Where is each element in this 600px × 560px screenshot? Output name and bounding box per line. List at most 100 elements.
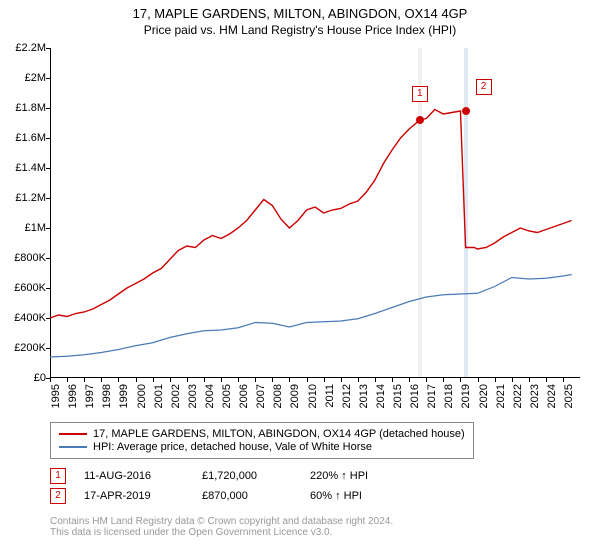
legend-swatch bbox=[59, 446, 87, 448]
x-axis-tick-label: 2005 bbox=[221, 384, 233, 408]
x-axis-tick-label: 1997 bbox=[84, 384, 96, 408]
x-axis-tick-mark bbox=[272, 378, 273, 382]
x-axis-tick-label: 2013 bbox=[358, 384, 370, 408]
x-axis-tick-mark bbox=[67, 378, 68, 382]
x-axis-tick-label: 2014 bbox=[375, 384, 387, 408]
sale-date: 11-AUG-2016 bbox=[84, 470, 184, 482]
x-axis-tick-label: 1999 bbox=[118, 384, 130, 408]
y-axis-tick-label: £600K bbox=[14, 282, 46, 294]
y-axis-tick-label: £1.8M bbox=[15, 102, 46, 114]
x-axis-tick-mark bbox=[409, 378, 410, 382]
x-axis-tick-label: 2021 bbox=[495, 384, 507, 408]
x-axis-tick-mark bbox=[563, 378, 564, 382]
x-axis-tick-label: 2016 bbox=[409, 384, 421, 408]
y-axis-tick-label: £400K bbox=[14, 312, 46, 324]
sale-pct: 60% ↑ HPI bbox=[310, 490, 390, 502]
x-axis-tick-label: 2012 bbox=[341, 384, 353, 408]
x-axis-tick-label: 1996 bbox=[67, 384, 79, 408]
x-axis-tick-label: 2002 bbox=[170, 384, 182, 408]
x-axis-tick-label: 2008 bbox=[272, 384, 284, 408]
chart-lines-svg bbox=[50, 48, 580, 378]
x-axis-tick-mark bbox=[204, 378, 205, 382]
footer-attribution: Contains HM Land Registry data © Crown c… bbox=[50, 516, 393, 538]
sale-date: 17-APR-2019 bbox=[84, 490, 184, 502]
x-axis-tick-label: 2023 bbox=[529, 384, 541, 408]
legend-label: HPI: Average price, detached house, Vale… bbox=[93, 441, 372, 453]
sale-row: 111-AUG-2016£1,720,000220% ↑ HPI bbox=[50, 468, 390, 484]
x-axis-tick-mark bbox=[392, 378, 393, 382]
x-axis-tick-mark bbox=[478, 378, 479, 382]
chart-plot-area: £0£200K£400K£600K£800K£1M£1.2M£1.4M£1.6M… bbox=[50, 48, 580, 378]
sale-pct: 220% ↑ HPI bbox=[310, 470, 390, 482]
x-axis-tick-mark bbox=[153, 378, 154, 382]
y-axis-tick-label: £1.4M bbox=[15, 162, 46, 174]
x-axis-tick-label: 2019 bbox=[460, 384, 472, 408]
x-axis-tick-mark bbox=[84, 378, 85, 382]
x-axis-tick-mark bbox=[358, 378, 359, 382]
x-axis-tick-label: 1998 bbox=[101, 384, 113, 408]
sale-marker-dot bbox=[416, 116, 424, 124]
y-axis-tick-mark bbox=[46, 48, 50, 49]
y-axis-tick-label: £2M bbox=[25, 72, 46, 84]
x-axis-tick-mark bbox=[443, 378, 444, 382]
x-axis-tick-mark bbox=[289, 378, 290, 382]
footer-line1: Contains HM Land Registry data © Crown c… bbox=[50, 516, 393, 527]
x-axis-tick-mark bbox=[341, 378, 342, 382]
legend-box: 17, MAPLE GARDENS, MILTON, ABINGDON, OX1… bbox=[50, 422, 474, 459]
title-address: 17, MAPLE GARDENS, MILTON, ABINGDON, OX1… bbox=[0, 6, 600, 21]
x-axis-tick-label: 2011 bbox=[324, 384, 336, 408]
x-axis-tick-mark bbox=[136, 378, 137, 382]
x-axis-tick-label: 2000 bbox=[136, 384, 148, 408]
x-axis-tick-mark bbox=[495, 378, 496, 382]
y-axis-tick-mark bbox=[46, 318, 50, 319]
sale-price: £1,720,000 bbox=[202, 470, 292, 482]
y-axis-tick-mark bbox=[46, 108, 50, 109]
x-axis-tick-label: 2018 bbox=[443, 384, 455, 408]
sales-table: 111-AUG-2016£1,720,000220% ↑ HPI217-APR-… bbox=[50, 468, 390, 508]
chart-container: 17, MAPLE GARDENS, MILTON, ABINGDON, OX1… bbox=[0, 0, 600, 560]
x-axis-tick-label: 2025 bbox=[563, 384, 575, 408]
x-axis-tick-mark bbox=[375, 378, 376, 382]
x-axis-tick-mark bbox=[221, 378, 222, 382]
x-axis-tick-label: 2001 bbox=[153, 384, 165, 408]
x-axis-tick-mark bbox=[307, 378, 308, 382]
y-axis-tick-mark bbox=[46, 348, 50, 349]
x-axis-tick-mark bbox=[324, 378, 325, 382]
title-block: 17, MAPLE GARDENS, MILTON, ABINGDON, OX1… bbox=[0, 0, 600, 37]
y-axis-tick-mark bbox=[46, 288, 50, 289]
legend-label: 17, MAPLE GARDENS, MILTON, ABINGDON, OX1… bbox=[93, 428, 465, 440]
y-axis-tick-label: £0 bbox=[34, 372, 46, 384]
y-axis-tick-mark bbox=[46, 258, 50, 259]
sale-marker-dot bbox=[462, 107, 470, 115]
legend-item: HPI: Average price, detached house, Vale… bbox=[59, 441, 465, 453]
x-axis-tick-label: 2007 bbox=[255, 384, 267, 408]
x-axis-tick-mark bbox=[512, 378, 513, 382]
x-axis-tick-label: 2020 bbox=[478, 384, 490, 408]
sale-row: 217-APR-2019£870,00060% ↑ HPI bbox=[50, 488, 390, 504]
legend-swatch bbox=[59, 433, 87, 435]
y-axis-tick-mark bbox=[46, 198, 50, 199]
sale-callout: 2 bbox=[476, 79, 492, 95]
sale-number-badge: 2 bbox=[50, 488, 66, 504]
title-subtitle: Price paid vs. HM Land Registry's House … bbox=[0, 23, 600, 37]
x-axis-tick-label: 2010 bbox=[307, 384, 319, 408]
legend-item: 17, MAPLE GARDENS, MILTON, ABINGDON, OX1… bbox=[59, 428, 465, 440]
x-axis-tick-mark bbox=[50, 378, 51, 382]
x-axis-tick-label: 2024 bbox=[546, 384, 558, 408]
y-axis-tick-mark bbox=[46, 138, 50, 139]
y-axis-tick-mark bbox=[46, 78, 50, 79]
footer-line2: This data is licensed under the Open Gov… bbox=[50, 527, 393, 538]
x-axis-tick-label: 1995 bbox=[50, 384, 62, 408]
x-axis-tick-mark bbox=[238, 378, 239, 382]
x-axis-tick-mark bbox=[426, 378, 427, 382]
x-axis-tick-label: 2004 bbox=[204, 384, 216, 408]
x-axis-tick-label: 2022 bbox=[512, 384, 524, 408]
x-axis-tick-label: 2017 bbox=[426, 384, 438, 408]
y-axis-tick-mark bbox=[46, 168, 50, 169]
x-axis-tick-mark bbox=[118, 378, 119, 382]
x-axis-tick-mark bbox=[529, 378, 530, 382]
x-axis-tick-label: 2003 bbox=[187, 384, 199, 408]
sale-callout: 1 bbox=[412, 86, 428, 102]
x-axis-tick-mark bbox=[460, 378, 461, 382]
y-axis-tick-label: £800K bbox=[14, 252, 46, 264]
